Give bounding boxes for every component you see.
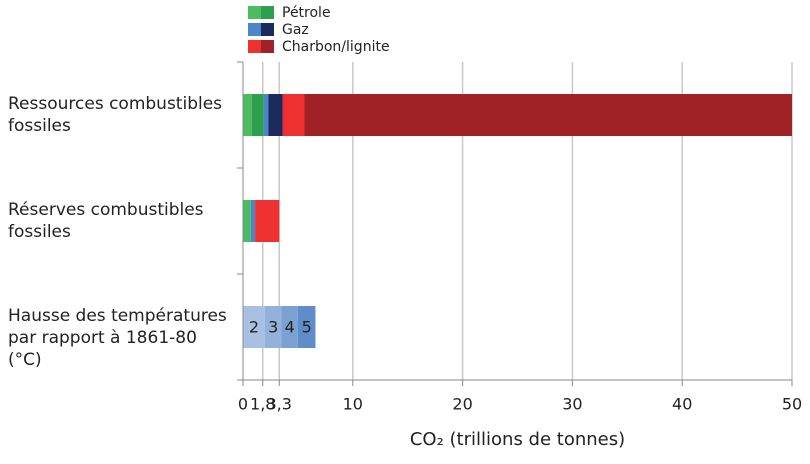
x-tick-label: 3,3 [267, 395, 292, 414]
legend-label: Charbon/lignite [282, 39, 390, 55]
bar-segment [255, 200, 280, 242]
bar-segment [282, 94, 305, 136]
x-tick-label: 0 [238, 395, 248, 414]
temperature-segment [281, 306, 298, 348]
x-tick-label: 1,8 [250, 395, 275, 414]
x-tick-label: 20 [452, 395, 472, 414]
bar-segment [243, 94, 252, 136]
segment-label: 2 [249, 318, 259, 337]
bar-segment [243, 200, 251, 242]
y-tick-label: Hausse des températures par rapport à 18… [8, 306, 227, 370]
x-tick-label: 50 [782, 395, 802, 414]
bar-segment [250, 200, 256, 242]
legend-swatch [248, 23, 261, 36]
x-axis-label: CO₂ (trillions de tonnes) [410, 429, 625, 450]
x-tick-label: 40 [672, 395, 692, 414]
temperature-segment [264, 306, 282, 348]
y-tick-label: Réserves combustibles fossiles [8, 200, 204, 242]
y-tick-label: Ressources combustibles fossiles [8, 94, 223, 136]
legend-swatch [261, 23, 274, 36]
bar-segment [251, 94, 264, 136]
legend-label: Gaz [282, 22, 309, 38]
legend-swatch [248, 40, 261, 53]
legend-label: Pétrole [282, 5, 331, 21]
bar-segment [263, 94, 269, 136]
bar-segment [268, 94, 283, 136]
legend-swatch [261, 6, 274, 19]
temperature-segment [297, 306, 316, 348]
x-tick-label: 30 [562, 395, 582, 414]
segment-label: 5 [302, 318, 312, 337]
legend-swatch [248, 6, 261, 19]
temperature-segment [243, 306, 265, 348]
bar-segment [304, 94, 792, 136]
segment-label: 4 [285, 318, 295, 337]
legend-swatch [261, 40, 274, 53]
x-tick-label: 10 [343, 395, 363, 414]
segment-label: 3 [268, 318, 278, 337]
